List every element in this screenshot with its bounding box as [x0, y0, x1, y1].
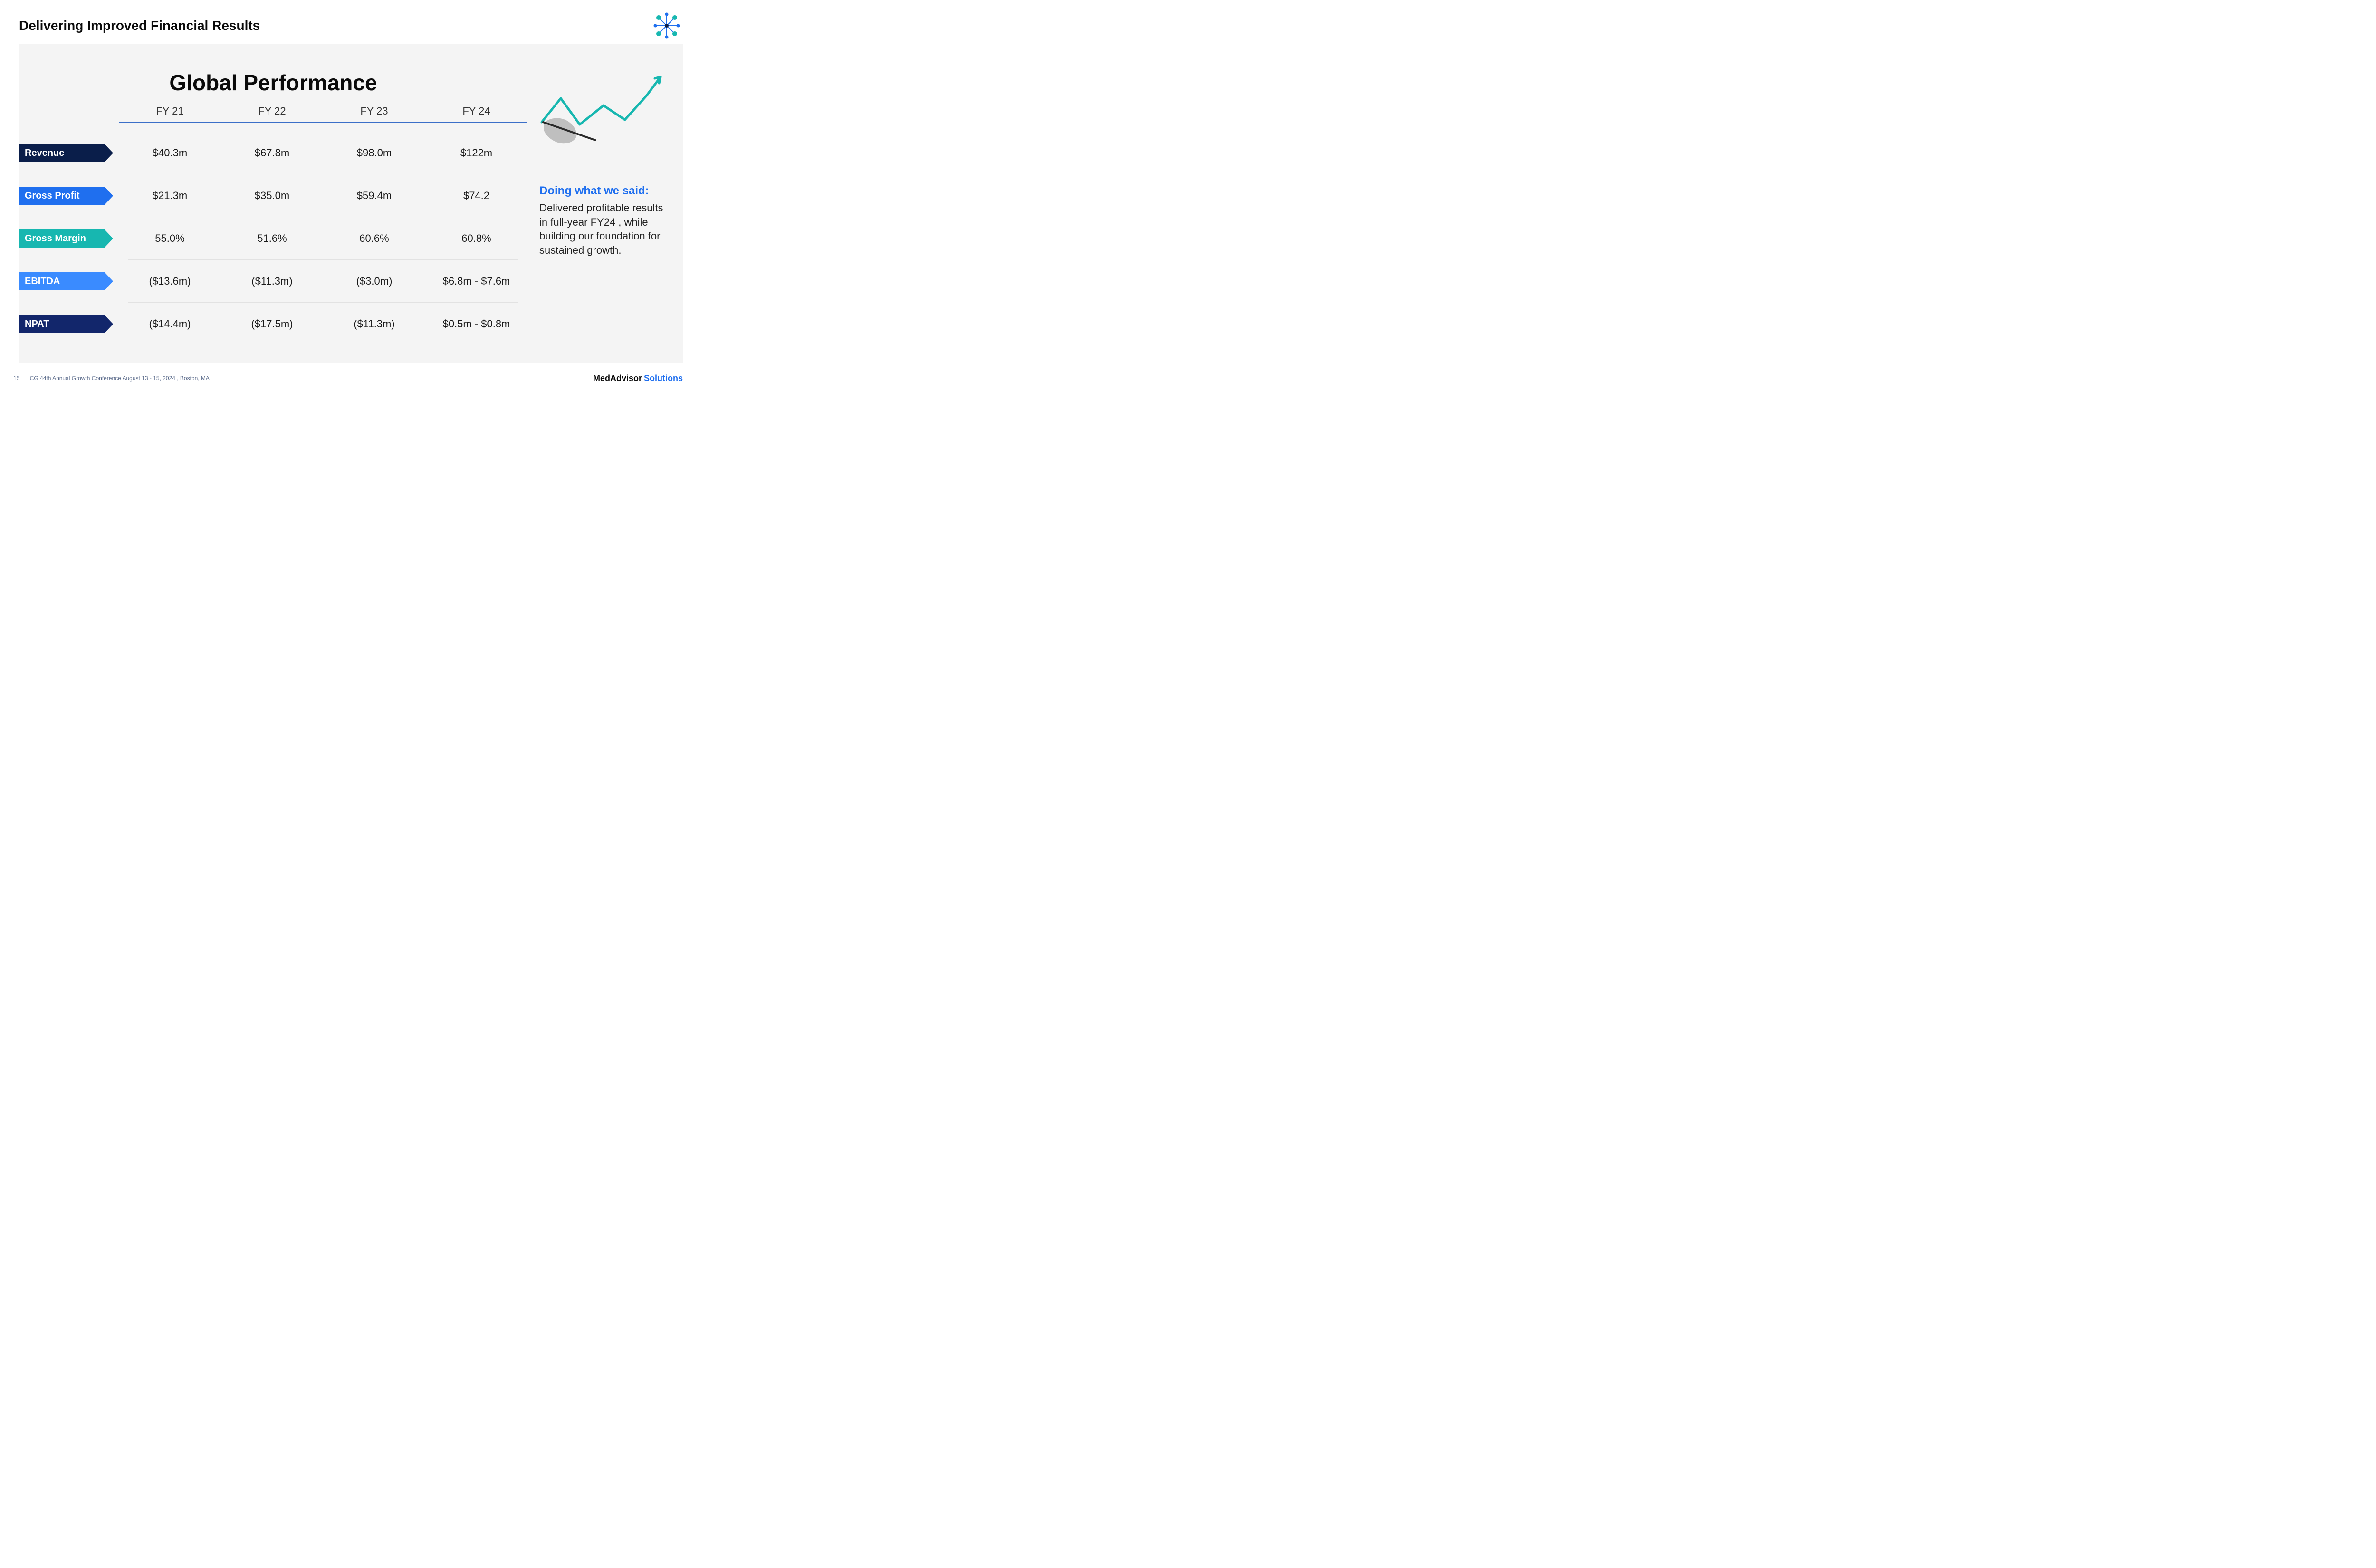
row-label: Revenue: [19, 144, 105, 162]
table-cell: $74.2: [425, 174, 527, 217]
row-label-arrow-icon: [105, 144, 113, 162]
table-cell: $40.3m: [119, 132, 221, 174]
table-title: Global Performance: [19, 70, 527, 96]
table-row: EBITDA ($13.6m)($11.3m)($3.0m)$6.8m - $7.…: [19, 260, 527, 303]
table-row: Gross Profit $21.3m$35.0m$59.4m$74.2: [19, 174, 527, 217]
table-cell: $35.0m: [221, 174, 323, 217]
content-panel: Global Performance FY 21FY 22FY 23FY 24 …: [19, 44, 683, 363]
page-title: Delivering Improved Financial Results: [19, 18, 260, 33]
table-cell: 55.0%: [119, 217, 221, 260]
row-label: Gross Margin: [19, 229, 105, 248]
trend-line-icon: [539, 70, 668, 146]
side-body: Delivered profitable results in full-yea…: [539, 201, 673, 258]
row-label-arrow-icon: [105, 272, 113, 290]
table-cell: ($11.3m): [221, 260, 323, 303]
table-cell: $98.0m: [323, 132, 425, 174]
row-label-arrow-icon: [105, 315, 113, 333]
column-header: FY 24: [425, 100, 527, 122]
column-header: FY 21: [119, 100, 221, 122]
table-cell: $0.5m - $0.8m: [425, 303, 527, 345]
row-label: Gross Profit: [19, 187, 105, 205]
table-row: Revenue $40.3m$67.8m$98.0m$122m: [19, 132, 527, 174]
table-rows: Revenue$40.3m$67.8m$98.0m$122mGross Prof…: [19, 132, 527, 345]
table-row: NPAT ($14.4m)($17.5m)($11.3m)$0.5m - $0.8…: [19, 303, 527, 345]
row-label-arrow-icon: [105, 229, 113, 248]
row-label: NPAT: [19, 315, 105, 333]
footer-left: 15 CG 44th Annual Growth Conference Augu…: [13, 375, 210, 382]
table-cell: $59.4m: [323, 174, 425, 217]
page-number: 15: [13, 375, 19, 382]
table-cell: 60.6%: [323, 217, 425, 260]
column-header: FY 22: [221, 100, 323, 122]
table-column-headers: FY 21FY 22FY 23FY 24: [119, 100, 527, 123]
table-cell: 60.8%: [425, 217, 527, 260]
table-row: Gross Margin 55.0%51.6%60.6%60.8%: [19, 217, 527, 260]
table-cell: $67.8m: [221, 132, 323, 174]
footer-brand: MedAdvisorSolutions: [593, 373, 683, 383]
brand-star-icon: [651, 10, 683, 44]
row-label: EBITDA: [19, 272, 105, 290]
table-cell: ($13.6m): [119, 260, 221, 303]
brand-word-b: Solutions: [644, 373, 683, 383]
table-cell: ($17.5m): [221, 303, 323, 345]
table-cell: ($3.0m): [323, 260, 425, 303]
side-heading: Doing what we said:: [539, 184, 673, 198]
table-cell: ($14.4m): [119, 303, 221, 345]
brand-word-a: MedAdvisor: [593, 373, 642, 383]
table-cell: ($11.3m): [323, 303, 425, 345]
table-cell: $6.8m - $7.6m: [425, 260, 527, 303]
column-header: FY 23: [323, 100, 425, 122]
row-label-arrow-icon: [105, 187, 113, 205]
table-cell: $21.3m: [119, 174, 221, 217]
side-panel: Doing what we said: Delivered profitable…: [539, 70, 673, 258]
footer-text: CG 44th Annual Growth Conference August …: [30, 375, 210, 382]
table-cell: 51.6%: [221, 217, 323, 260]
table-cell: $122m: [425, 132, 527, 174]
